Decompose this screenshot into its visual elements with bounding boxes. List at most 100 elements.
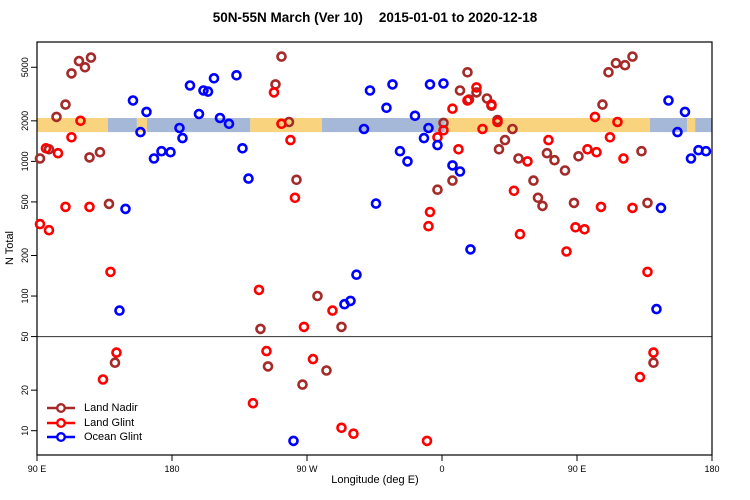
data-point-land-glint bbox=[508, 185, 520, 197]
data-point-land-glint bbox=[589, 111, 601, 123]
data-point-land-glint bbox=[75, 115, 86, 127]
data-point-ocean-glint bbox=[432, 139, 443, 151]
legend-row-ocean-glint: Ocean Glint bbox=[46, 430, 142, 445]
data-point-land-glint bbox=[247, 397, 259, 409]
y-tick-label: 50 bbox=[20, 332, 30, 342]
data-point-land-glint bbox=[514, 228, 526, 240]
data-point-land-nadir bbox=[84, 152, 95, 163]
data-point-ocean-glint bbox=[339, 298, 350, 310]
data-point-ocean-glint bbox=[214, 112, 226, 124]
data-point-land-nadir bbox=[79, 62, 91, 73]
data-point-land-nadir bbox=[109, 357, 121, 369]
data-point-land-nadir bbox=[603, 67, 614, 78]
data-point-ocean-glint bbox=[135, 126, 146, 138]
x-tick-label: 90 E bbox=[568, 464, 587, 474]
data-point-land-nadir bbox=[559, 165, 571, 176]
data-point-ocean-glint bbox=[424, 79, 436, 90]
y-tick-label: 10 bbox=[20, 426, 30, 436]
legend-row-land-glint: Land Glint bbox=[46, 416, 142, 431]
data-point-ocean-glint bbox=[381, 102, 392, 114]
data-point-ocean-glint bbox=[454, 166, 466, 177]
data-point-land-glint bbox=[648, 347, 659, 358]
data-point-land-glint bbox=[424, 206, 436, 218]
legend-label-land-glint: Land Glint bbox=[84, 416, 135, 429]
data-point-land-glint bbox=[477, 123, 488, 135]
data-point-land-nadir bbox=[499, 134, 511, 146]
band-segment-ocean bbox=[321, 117, 445, 133]
data-point-land-nadir bbox=[454, 85, 466, 96]
data-point-land-nadir bbox=[255, 323, 266, 335]
data-point-land-glint bbox=[43, 224, 55, 236]
data-point-ocean-glint bbox=[351, 269, 362, 281]
data-point-land-glint bbox=[253, 284, 265, 296]
data-point-ocean-glint bbox=[148, 153, 160, 164]
data-point-land-glint bbox=[268, 87, 280, 98]
data-point-land-glint bbox=[627, 202, 638, 214]
data-point-land-nadir bbox=[34, 153, 46, 164]
data-point-land-glint bbox=[421, 435, 433, 447]
data-point-ocean-glint bbox=[651, 303, 662, 315]
data-point-ocean-glint bbox=[438, 78, 449, 89]
data-point-land-nadir bbox=[636, 145, 647, 157]
x-tick-label: 180 bbox=[164, 464, 179, 474]
title-main: 50N-55N March (Ver 10) bbox=[212, 10, 363, 25]
data-point-land-glint bbox=[261, 345, 272, 357]
data-point-land-nadir bbox=[60, 99, 71, 110]
chart-title: 50N-55N March (Ver 10) 2015-01-01 to 2020… bbox=[0, 10, 750, 25]
data-point-ocean-glint bbox=[156, 145, 167, 157]
data-point-ocean-glint bbox=[358, 123, 370, 135]
data-point-ocean-glint bbox=[402, 156, 413, 167]
data-point-land-glint bbox=[595, 201, 607, 213]
y-tick-label: 100 bbox=[20, 289, 30, 304]
data-point-land-glint bbox=[34, 218, 46, 230]
data-point-ocean-glint bbox=[120, 203, 131, 215]
data-point-land-glint bbox=[591, 146, 602, 158]
data-point-ocean-glint bbox=[465, 244, 476, 255]
data-point-land-nadir bbox=[73, 55, 85, 67]
data-point-land-glint bbox=[492, 116, 503, 128]
data-point-land-nadir bbox=[321, 365, 332, 376]
data-point-land-glint bbox=[604, 132, 616, 143]
data-point-land-glint bbox=[336, 422, 347, 434]
data-point-land-glint bbox=[618, 153, 629, 164]
title-dates: 2015-01-01 to 2020-12-18 bbox=[378, 10, 538, 25]
band-segment-ocean bbox=[695, 117, 712, 133]
data-point-land-glint bbox=[612, 116, 623, 128]
data-point-land-glint bbox=[66, 132, 77, 143]
data-point-land-nadir bbox=[528, 175, 539, 186]
data-point-ocean-glint bbox=[237, 143, 248, 154]
data-point-land-glint bbox=[285, 134, 296, 146]
band-segment-ocean bbox=[107, 117, 137, 133]
data-point-ocean-glint bbox=[423, 122, 434, 134]
data-point-land-nadir bbox=[549, 154, 560, 166]
data-point-land-glint bbox=[561, 246, 572, 257]
data-point-land-nadir bbox=[493, 144, 505, 155]
band-segment-land bbox=[136, 117, 148, 133]
data-point-ocean-glint bbox=[243, 173, 254, 184]
surface-band-layer bbox=[37, 117, 712, 133]
legend: Land Nadir Land Glint Ocean Glint bbox=[46, 401, 142, 445]
data-point-ocean-glint bbox=[193, 108, 205, 120]
data-point-land-nadir bbox=[462, 67, 473, 78]
data-point-land-nadir bbox=[276, 51, 287, 62]
x-axis-label: Longitude (deg E) bbox=[331, 474, 419, 486]
data-point-land-nadir bbox=[291, 174, 302, 186]
data-point-land-glint bbox=[634, 371, 646, 383]
data-point-ocean-glint bbox=[223, 118, 235, 130]
data-points-layer bbox=[34, 51, 712, 447]
data-point-land-glint bbox=[570, 222, 581, 233]
data-point-land-glint bbox=[298, 321, 310, 333]
data-point-land-nadir bbox=[537, 200, 548, 212]
data-point-land-nadir bbox=[642, 197, 653, 209]
x-tick-label: 90 E bbox=[28, 464, 47, 474]
data-point-land-glint bbox=[486, 99, 497, 110]
y-tick-label: 2000 bbox=[20, 111, 30, 131]
x-tick-label: 0 bbox=[439, 464, 444, 474]
data-point-land-glint bbox=[579, 224, 590, 235]
data-point-land-glint bbox=[84, 201, 95, 213]
data-point-land-nadir bbox=[336, 321, 347, 333]
band-segment-land bbox=[444, 117, 650, 133]
ocean-glint-marker-icon bbox=[47, 432, 75, 443]
